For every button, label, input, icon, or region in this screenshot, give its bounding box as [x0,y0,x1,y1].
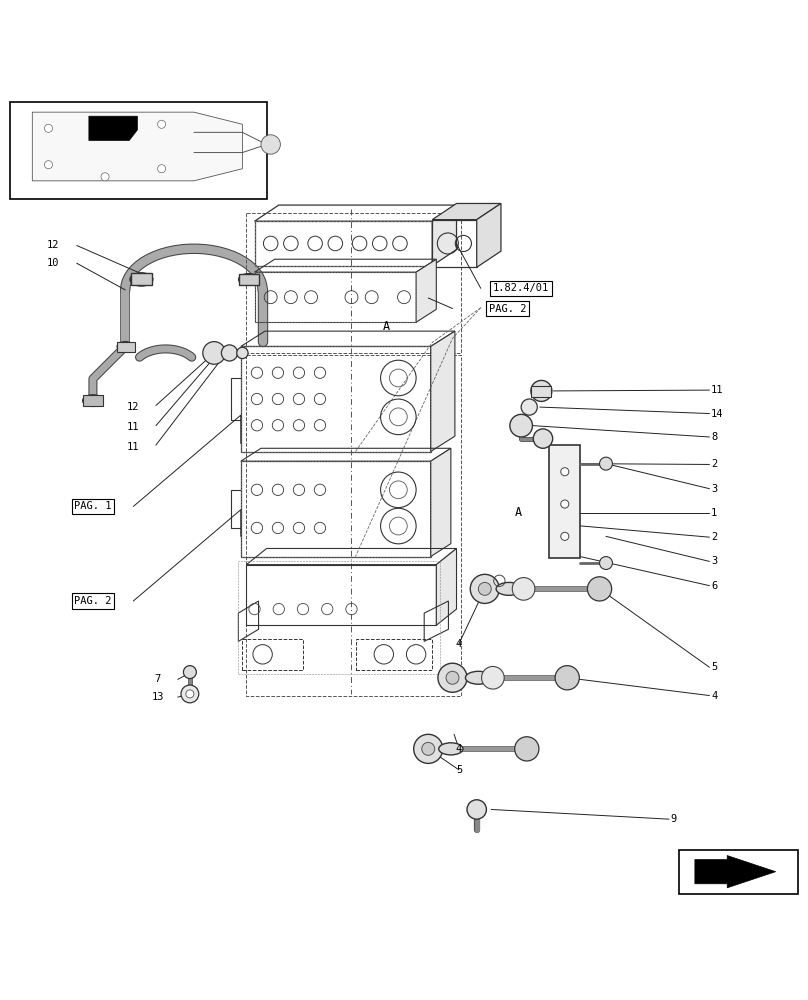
Text: 3: 3 [711,556,718,566]
Circle shape [446,671,459,684]
Polygon shape [432,203,501,220]
Bar [241,461,431,557]
Bar [255,272,416,322]
Circle shape [561,532,569,540]
Polygon shape [416,259,436,322]
Text: PAG. 2: PAG. 2 [489,304,526,314]
Circle shape [261,135,280,154]
Text: PAG. 2: PAG. 2 [74,596,112,606]
Ellipse shape [130,273,153,286]
Circle shape [600,557,612,569]
Ellipse shape [439,743,463,755]
Text: 13: 13 [151,692,164,702]
Bar [549,445,580,558]
Text: 8: 8 [711,432,718,442]
Circle shape [510,414,532,437]
Bar [239,274,259,285]
Circle shape [482,666,504,689]
Text: A: A [383,320,389,333]
Polygon shape [431,331,455,452]
Bar [246,565,436,625]
Circle shape [181,685,199,703]
Circle shape [203,342,225,364]
Circle shape [512,578,535,600]
Text: 14: 14 [711,409,723,419]
Circle shape [515,737,539,761]
Text: 1.82.4/01: 1.82.4/01 [493,283,549,293]
Bar [255,221,432,266]
Circle shape [467,800,486,819]
Bar [83,395,103,406]
Ellipse shape [117,342,133,351]
Text: 4: 4 [711,691,718,701]
Bar [255,272,416,322]
Circle shape [555,666,579,690]
Text: 5: 5 [711,662,718,672]
Ellipse shape [496,582,522,595]
Circle shape [587,577,612,601]
Text: 4: 4 [456,639,462,649]
Circle shape [422,742,435,755]
Circle shape [600,457,612,470]
Ellipse shape [239,274,259,285]
Circle shape [186,690,194,698]
Bar [241,346,431,452]
Circle shape [221,345,238,361]
Text: 6: 6 [711,581,718,591]
Text: 9: 9 [671,814,677,824]
Text: 10: 10 [46,258,59,268]
Text: 1: 1 [711,508,718,518]
Text: PAG. 1: PAG. 1 [74,501,112,511]
Circle shape [44,124,53,132]
Bar [131,273,152,285]
Circle shape [521,399,537,415]
Ellipse shape [465,671,491,684]
Circle shape [101,173,109,181]
Bar [242,639,303,670]
Bar [10,102,267,199]
Circle shape [531,380,552,401]
Polygon shape [432,205,457,266]
Text: 4: 4 [456,744,462,754]
Ellipse shape [82,395,103,406]
Circle shape [414,734,443,763]
Bar [356,639,432,670]
Bar [241,346,431,452]
Bar [432,220,477,267]
Bar [679,850,798,894]
Polygon shape [436,548,457,625]
Circle shape [158,120,166,128]
Circle shape [44,161,53,169]
Bar [238,561,440,674]
Circle shape [478,582,491,595]
Circle shape [183,666,196,679]
Circle shape [561,500,569,508]
Bar [531,386,551,397]
Circle shape [438,663,467,692]
Text: 12: 12 [127,402,140,412]
Bar [241,461,431,557]
Text: 2: 2 [711,459,718,469]
Text: 7: 7 [154,674,161,684]
Text: 11: 11 [711,385,723,395]
Text: 2: 2 [711,532,718,542]
Circle shape [561,468,569,476]
Polygon shape [32,112,242,181]
Polygon shape [695,856,776,888]
Text: A: A [516,506,522,519]
Circle shape [158,165,166,173]
Bar [255,221,432,266]
Circle shape [533,429,553,448]
Text: 11: 11 [127,422,140,432]
Polygon shape [89,116,137,140]
Circle shape [470,574,499,603]
Circle shape [237,347,248,359]
Text: 3: 3 [711,484,718,494]
Text: 11: 11 [127,442,140,452]
Polygon shape [431,448,451,557]
Polygon shape [477,203,501,267]
Text: 5: 5 [456,765,462,775]
Text: 12: 12 [46,240,59,250]
Bar [117,342,135,352]
